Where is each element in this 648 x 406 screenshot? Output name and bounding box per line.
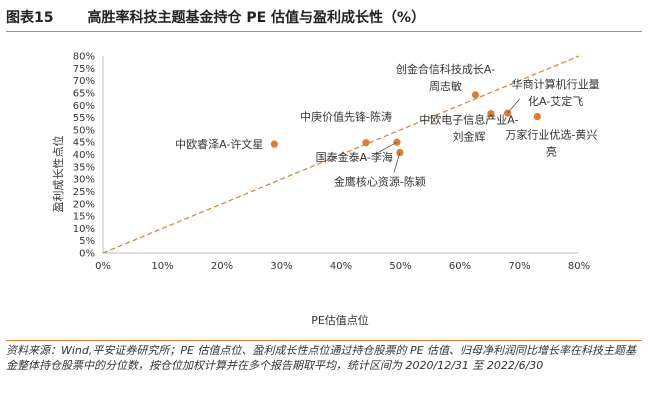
- point-label: 金鹰核心资源-陈颖: [334, 175, 426, 189]
- y-tick-label: 5%: [79, 236, 95, 247]
- x-tick-label: 20%: [211, 261, 233, 272]
- point-label-line: 创金合信科技成长A-: [396, 62, 495, 76]
- y-tick-label: 50%: [73, 125, 95, 136]
- y-tick-label: 75%: [73, 64, 95, 75]
- leader-line: [393, 152, 401, 173]
- x-tick-label: 60%: [449, 261, 471, 272]
- point-label-line: 中庚价值先锋-陈涛: [300, 110, 392, 124]
- point-label-line: 万家行业优选-黄兴: [505, 128, 597, 142]
- scatter-chart: 0%5%10%15%20%25%30%35%40%45%50%55%60%65%…: [51, 52, 600, 328]
- leader-line: [507, 98, 520, 114]
- point-label: 中欧电子信息产业A- 刘金辉: [419, 113, 518, 144]
- x-tick-label: 50%: [389, 261, 411, 272]
- y-tick-label: 70%: [73, 76, 95, 87]
- point-label-line: 华商计算机行业量: [512, 77, 600, 91]
- point-label: 中欧睿泽A-许文星: [175, 137, 263, 151]
- data-point: [487, 110, 495, 118]
- point-label: 华商计算机行业量化A-艾定飞: [512, 77, 600, 108]
- y-tick-label: 10%: [73, 224, 95, 235]
- diagonal-reference-line: [102, 55, 580, 254]
- figure-label: 图表15: [6, 10, 54, 26]
- point-label: 中庚价值先锋-陈涛: [300, 110, 392, 124]
- y-axis-label: 盈利成长性点位: [51, 136, 65, 213]
- x-axis-label: PE估值点位: [311, 313, 369, 327]
- x-tick-label: 30%: [270, 261, 292, 272]
- data-point: [270, 140, 278, 148]
- point-label-line: 中欧电子信息产业A-: [419, 113, 518, 127]
- y-tick-label: 30%: [73, 175, 95, 186]
- x-tick-label: 80%: [568, 261, 590, 272]
- y-tick-label: 20%: [73, 199, 95, 210]
- y-tick-label: 60%: [73, 101, 95, 112]
- x-tick-label: 70%: [508, 261, 530, 272]
- point-label-line: 国泰金泰A-李海: [316, 150, 393, 164]
- y-tick-label: 80%: [73, 52, 95, 63]
- data-point: [362, 139, 370, 147]
- source-note: 资料来源：Wind,平安证券研究所；PE 估值点位、盈利成长性点位通过持仓股票的…: [6, 344, 637, 372]
- data-point: [471, 91, 480, 99]
- y-tick-label: 55%: [73, 113, 95, 124]
- y-tick-label: 0%: [79, 249, 95, 260]
- y-tick-label: 65%: [73, 88, 95, 99]
- y-tick-label: 25%: [73, 187, 95, 198]
- x-tick-label: 0%: [95, 261, 111, 272]
- data-point: [533, 112, 541, 121]
- x-tick-label: 10%: [151, 261, 173, 272]
- figure-header: 图表15 高胜率科技主题基金持仓 PE 估值与盈利成长性（%）: [6, 4, 642, 30]
- figure-title: 高胜率科技主题基金持仓 PE 估值与盈利成长性（%）: [87, 10, 426, 26]
- leader-line: [374, 141, 398, 155]
- point-label: 万家行业优选-黄兴亮: [505, 128, 597, 159]
- point-label-line: 化A-艾定飞: [528, 94, 583, 108]
- point-label-line: 中欧睿泽A-许文星: [175, 137, 263, 151]
- y-tick-label: 15%: [73, 212, 95, 223]
- x-tick-label: 40%: [330, 261, 352, 272]
- header-divider: [6, 31, 642, 32]
- point-label: 国泰金泰A-李海: [316, 150, 393, 164]
- y-tick-label: 45%: [73, 138, 95, 149]
- point-label: 创金合信科技成长A- 周志敏: [396, 62, 495, 93]
- point-label-line: 亮: [546, 145, 557, 159]
- y-tick-label: 35%: [73, 162, 95, 173]
- point-label-line: 刘金辉: [452, 130, 485, 144]
- footer-divider: [6, 340, 642, 341]
- point-label-line: 金鹰核心资源-陈颖: [334, 175, 426, 189]
- point-label-line: 周志敏: [429, 79, 462, 93]
- y-tick-label: 40%: [73, 150, 95, 161]
